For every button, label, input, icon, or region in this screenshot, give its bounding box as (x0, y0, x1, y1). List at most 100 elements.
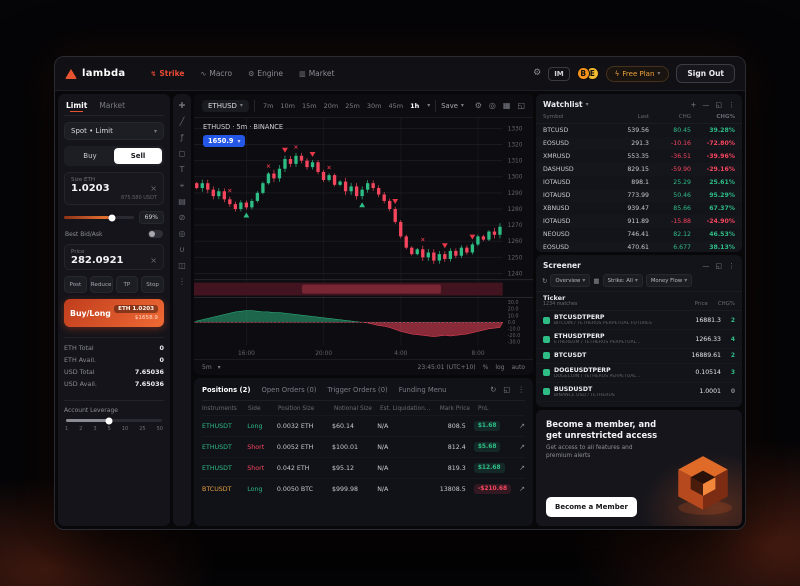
screener-row[interactable]: ETHUSDTPERP ETHEREUM / TETHERUS PERPETUA… (536, 330, 742, 350)
footer-timeframe[interactable]: 5m (202, 364, 212, 371)
scale-button[interactable]: % (482, 364, 489, 371)
more-options-icon[interactable]: ⋮ (728, 261, 735, 270)
draw-tool-icon[interactable]: ◻ (178, 149, 186, 158)
chart-area[interactable]: 16:00 20:00 4:00 8:00 1330 1320 1310 1300 1290 12… (194, 118, 533, 359)
draw-tool-icon[interactable]: ⋮ (178, 277, 186, 286)
refresh-icon[interactable]: ↻ (490, 385, 497, 394)
draw-tool-icon[interactable]: ◫ (178, 261, 186, 270)
leverage-handle[interactable] (105, 417, 113, 424)
save-layout-button[interactable]: Save ▾ (441, 102, 464, 110)
price-alert-tag[interactable]: 1650.9 ▾ (203, 135, 246, 147)
draw-tool-icon[interactable]: ⊘ (178, 213, 186, 222)
position-row[interactable]: ETHUSDT Short 0.042 ETH $95.12 N/A 819.3… (202, 457, 525, 478)
timeframe-button[interactable]: 15m (302, 101, 317, 110)
positions-tab[interactable]: Trigger Orders (0) (327, 385, 388, 394)
draw-tool-icon[interactable]: ƒ (180, 133, 184, 142)
leverage-tick[interactable]: 50 (156, 426, 163, 432)
leverage-tick[interactable]: 25 (139, 426, 146, 432)
watchlist-row[interactable]: DASHUSD 829.15 -59.90 -29.16% (536, 163, 742, 176)
draw-tool-icon[interactable]: ✚ (178, 101, 186, 110)
nav-item[interactable]: ▥ Market (292, 65, 341, 82)
more-options-icon[interactable]: ⋮ (517, 385, 526, 394)
size-slider[interactable] (64, 214, 134, 221)
minimize-icon[interactable]: — (702, 261, 710, 270)
ticker-search[interactable]: Ticker (543, 294, 566, 302)
size-input[interactable]: 1.0203 (71, 183, 110, 194)
timeframe-button[interactable]: 7m (262, 101, 274, 110)
external-link-icon[interactable]: ↗ (519, 443, 525, 451)
leverage-tick[interactable]: 3 (93, 426, 97, 432)
expand-icon[interactable]: ◱ (715, 100, 722, 109)
positions-tab[interactable]: Positions (2) (202, 385, 251, 394)
sign-out-button[interactable]: Sign Out (676, 64, 735, 83)
best-bid-ask-toggle[interactable] (148, 230, 163, 238)
lambda-logo[interactable]: lambda (65, 68, 125, 79)
watchlist-row[interactable]: IOTAUSD 773.99 50.46 95.29% (536, 189, 742, 202)
refresh-icon[interactable]: ↻ (542, 276, 548, 285)
watchlist-row[interactable]: XMRUSD 553.35 -36.51 -39.96% (536, 150, 742, 163)
buy-long-submit-button[interactable]: Buy/Long ETH 1.0203 $1658.9 (64, 299, 164, 327)
position-row[interactable]: ETHUSDT Short 0.0052 ETH $100.01 N/A 812… (202, 436, 525, 457)
order-mode-select[interactable]: Spot • Limit ▾ (64, 122, 164, 140)
watchlist-row[interactable]: BTCUSD 539.56 80.45 39.28% (536, 124, 742, 137)
draw-tool-icon[interactable]: ╱ (179, 117, 185, 126)
draw-tool-icon[interactable]: ∪ (179, 245, 185, 254)
order-option-button[interactable]: TP (115, 276, 139, 293)
nav-item[interactable]: ⚙ Engine (241, 65, 290, 82)
symbol-select[interactable]: ETHUSD ▾ (202, 99, 249, 112)
leverage-tick[interactable]: 10 (121, 426, 129, 432)
draw-tool-icon[interactable]: ⌖ (179, 181, 185, 190)
slider-handle[interactable] (108, 214, 116, 221)
watchlist-row[interactable]: NEOUSD 746.41 82.12 46.53% (536, 228, 742, 241)
timeframe-button[interactable]: 20m (323, 101, 339, 110)
position-row[interactable]: ETHUSDT Long 0.0032 ETH $60.14 N/A 808.5… (202, 415, 525, 436)
close-icon[interactable]: × (150, 256, 157, 265)
timeframe-button[interactable]: 1h (410, 101, 420, 110)
leverage-tick[interactable]: 1 (65, 426, 69, 432)
scale-button[interactable]: auto (511, 364, 525, 371)
become-member-button[interactable]: Become a Member (546, 497, 637, 517)
close-icon[interactable]: × (150, 184, 157, 193)
order-type-tab[interactable]: Limit (66, 101, 88, 110)
draw-tool-icon[interactable]: ▤ (178, 197, 186, 206)
chevron-down-icon[interactable]: ▾ (585, 101, 589, 108)
more-options-icon[interactable]: ⋮ (728, 100, 735, 109)
external-link-icon[interactable]: ↗ (519, 464, 525, 472)
external-link-icon[interactable]: ↗ (519, 422, 525, 430)
overview-select[interactable]: Overview ▾ (550, 274, 591, 287)
order-option-button[interactable]: Reduce (89, 276, 113, 293)
external-link-icon[interactable]: ↗ (519, 485, 525, 493)
timeframe-button[interactable]: 45m (388, 101, 404, 110)
table-view-icon[interactable]: ▦ (593, 276, 600, 285)
layout-grid-icon[interactable]: ▦ (502, 101, 511, 110)
money-flow-select[interactable]: Money Flow ▾ (645, 274, 693, 287)
watchlist-row[interactable]: EOSUSD 470.61 6.677 38.13% (536, 241, 742, 252)
watchlist-row[interactable]: IOTAUSD 911.89 -15.88 -24.90% (536, 215, 742, 228)
leverage-tick[interactable]: 5 (107, 426, 111, 432)
screener-row[interactable]: BUSDUSDT BINANCE USD / TETHERUS 1.0001 0 (536, 383, 742, 402)
timeframe-button[interactable]: 25m (345, 101, 360, 110)
order-type-tab[interactable]: Market (99, 101, 126, 110)
positions-tab[interactable]: Funding Menu (398, 385, 447, 394)
leverage-slider[interactable] (66, 417, 162, 424)
strike-filter-select[interactable]: Strike: All ▾ (602, 274, 643, 287)
timeframe-button[interactable]: 30m (366, 101, 382, 110)
watchlist-row[interactable]: IOTAUSD 898.1 25.29 25.61% (536, 176, 742, 189)
nav-item[interactable]: ↯ Strike (143, 65, 191, 82)
free-plan-button[interactable]: ϟ Free Plan ▾ (605, 65, 670, 82)
order-option-button[interactable]: Post (64, 276, 87, 293)
sell-button[interactable]: Sell (114, 148, 162, 164)
price-input[interactable]: 282.0921 (71, 255, 124, 266)
timeframe-button[interactable]: 10m (280, 101, 296, 110)
positions-tab[interactable]: Open Orders (0) (261, 385, 317, 394)
position-row[interactable]: BTCUSDT Long 0.0050 BTC $999.98 N/A 1380… (202, 478, 525, 499)
timeframe-chevron-icon[interactable]: ▾ (427, 102, 431, 109)
nav-item[interactable]: ∿ Macro (193, 65, 239, 82)
screener-row[interactable]: BTCUSDTPERP BITCOIN / TETHERUS PERPETUAL… (536, 311, 742, 331)
screener-row[interactable]: DOGEUSDTPERP DOGECOIN / TETHERUS PERPETU… (536, 364, 742, 383)
draw-tool-icon[interactable]: T (179, 165, 185, 174)
add-symbol-icon[interactable]: + (690, 100, 697, 109)
settings-gear-icon[interactable]: ⚙ (533, 68, 542, 78)
chart-settings-icon[interactable]: ⚙ (474, 101, 482, 110)
scale-button[interactable]: log (495, 364, 505, 371)
